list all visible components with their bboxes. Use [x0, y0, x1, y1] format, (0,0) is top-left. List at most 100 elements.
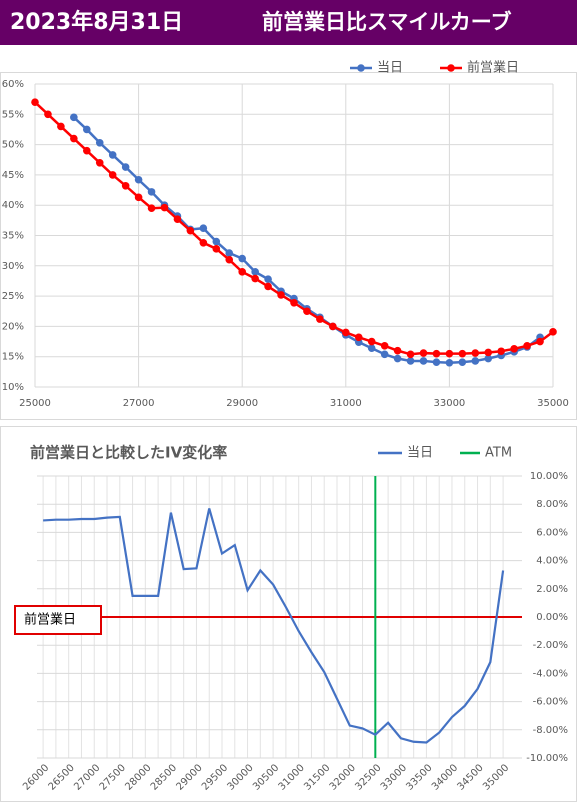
- x-tick-label: 26000: [21, 762, 51, 792]
- y-tick-label: 45%: [2, 170, 24, 181]
- series-line: [34, 101, 554, 356]
- x-tick-label: 31500: [302, 762, 332, 792]
- legend-marker: [357, 64, 365, 72]
- series-marker: [406, 350, 415, 359]
- series-marker: [497, 347, 506, 356]
- series-marker: [354, 333, 363, 342]
- series-marker: [406, 357, 415, 365]
- series-marker: [484, 354, 493, 363]
- series-marker: [238, 268, 246, 276]
- x-tick-label: 31000: [330, 398, 362, 409]
- series-marker: [484, 348, 493, 357]
- y-tick-label: -2.00%: [533, 640, 568, 651]
- series-marker: [380, 341, 389, 350]
- y-tick-label: 10%: [2, 382, 24, 393]
- series-marker: [134, 193, 143, 202]
- y-tick-label: 60%: [2, 79, 24, 90]
- series-line: [43, 508, 505, 744]
- x-tick-label: 34000: [430, 762, 460, 792]
- x-tick-label: 33500: [404, 762, 434, 792]
- series-marker: [173, 215, 182, 223]
- y-tick-label: 20%: [2, 321, 24, 332]
- series-marker: [471, 349, 480, 357]
- header-title: 前営業日比スマイルカーブ: [262, 10, 511, 34]
- series-marker: [121, 163, 130, 171]
- series-marker: [445, 358, 454, 367]
- x-tick-label: 34500: [456, 762, 486, 792]
- series-marker: [393, 354, 402, 363]
- series-marker: [251, 274, 259, 283]
- series-marker: [380, 350, 389, 359]
- series-marker: [134, 175, 143, 184]
- series-marker: [31, 98, 39, 106]
- reference-label-box: [14, 605, 102, 635]
- chart2-title: 前営業日と比較したIV変化率: [30, 444, 227, 462]
- y-tick-label: 6.00%: [536, 527, 568, 538]
- series-marker: [264, 282, 272, 291]
- y-tick-label: 35%: [2, 231, 24, 242]
- series-marker: [225, 249, 234, 257]
- series-marker: [83, 146, 91, 155]
- x-tick-label: 35000: [537, 398, 569, 409]
- series-marker: [536, 337, 544, 346]
- series-marker: [316, 315, 324, 323]
- y-tick-label: 10.00%: [530, 471, 568, 482]
- y-tick-label: 0.00%: [536, 612, 568, 623]
- series-marker: [212, 237, 221, 246]
- series-marker: [510, 345, 518, 353]
- series-marker: [290, 298, 298, 307]
- series-marker: [160, 203, 169, 212]
- series-marker: [471, 357, 480, 365]
- series-marker: [108, 151, 117, 159]
- y-tick-label: 8.00%: [536, 499, 568, 510]
- y-tick-label: 55%: [2, 109, 24, 120]
- x-tick-label: 33000: [433, 398, 465, 409]
- chart1-frame: [0, 72, 577, 420]
- series-marker: [445, 349, 454, 358]
- y-tick-label: -8.00%: [533, 725, 568, 736]
- x-tick-label: 27000: [72, 762, 102, 792]
- x-tick-label: 30000: [226, 762, 256, 792]
- reference-label: 前営業日: [24, 612, 76, 628]
- header-date: 2023年8月31日: [10, 9, 183, 35]
- x-tick-label: 32500: [353, 762, 383, 792]
- y-tick-label: -10.00%: [526, 753, 568, 764]
- series-marker: [264, 275, 272, 283]
- x-tick-label: 28500: [149, 762, 179, 792]
- y-tick-label: 25%: [2, 291, 24, 302]
- series-marker: [303, 307, 311, 316]
- series-marker: [95, 158, 104, 167]
- series-marker: [238, 254, 246, 263]
- series-marker: [70, 113, 78, 122]
- y-tick-label: -4.00%: [533, 668, 568, 679]
- series-marker: [432, 358, 441, 366]
- legend-label: 当日: [407, 446, 433, 461]
- x-tick-label: 35000: [481, 762, 511, 792]
- y-tick-label: 2.00%: [536, 584, 568, 595]
- y-tick-label: 4.00%: [536, 556, 568, 567]
- series-marker: [367, 344, 376, 353]
- series-marker: [277, 291, 285, 299]
- x-tick-label: 29500: [200, 762, 230, 792]
- series-marker: [186, 226, 195, 235]
- series-marker: [523, 341, 531, 350]
- legend-label: ATM: [485, 446, 512, 461]
- series-marker: [458, 349, 467, 358]
- series-marker: [212, 245, 221, 253]
- x-tick-label: 33000: [379, 762, 409, 792]
- series-marker: [44, 110, 52, 119]
- x-tick-label: 30500: [251, 762, 281, 792]
- series-marker: [432, 349, 441, 358]
- x-tick-label: 26500: [47, 762, 77, 792]
- series-marker: [83, 125, 91, 134]
- y-tick-label: 50%: [2, 140, 24, 151]
- x-tick-label: 31000: [277, 762, 307, 792]
- series-marker: [95, 138, 104, 147]
- series-marker: [419, 357, 428, 365]
- series-marker: [147, 204, 156, 213]
- header-bar: [0, 0, 577, 45]
- series-marker: [70, 134, 78, 143]
- series-marker: [393, 346, 402, 355]
- series-marker: [342, 328, 350, 337]
